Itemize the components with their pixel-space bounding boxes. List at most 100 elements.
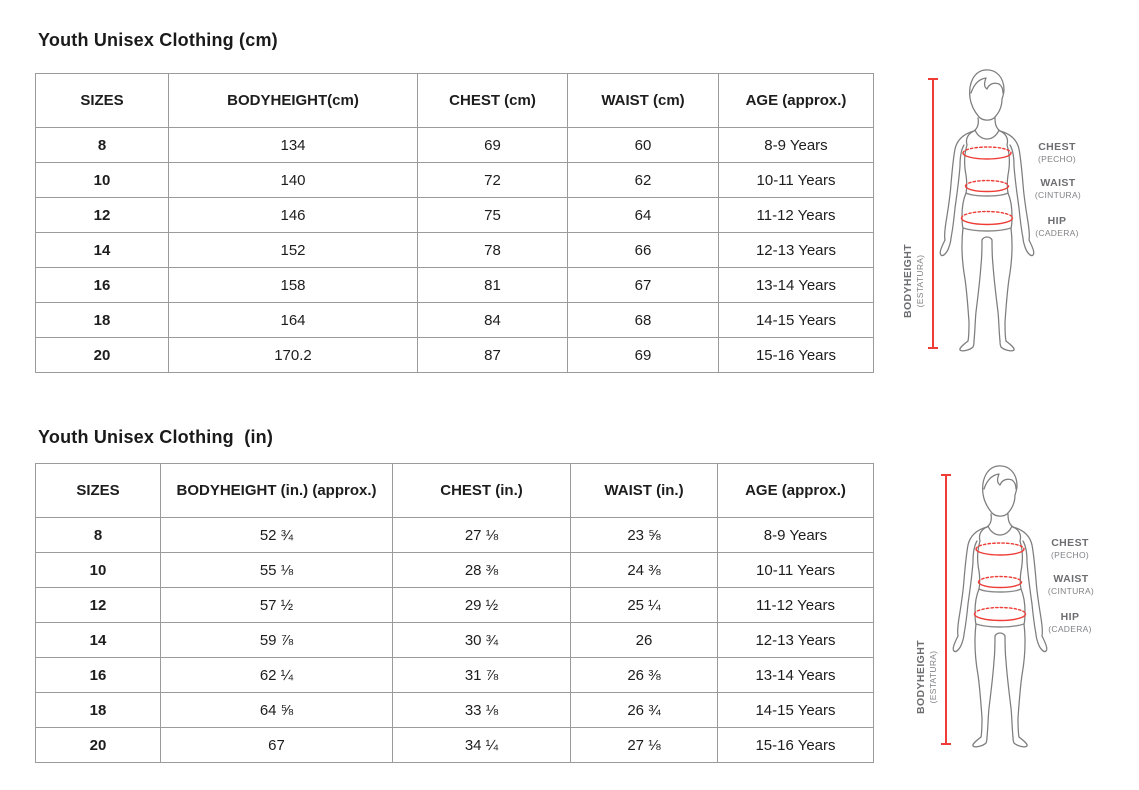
size-table-cm: SIZES BODYHEIGHT(cm) CHEST (cm) WAIST (c… [35, 73, 874, 373]
table-row: 20 67 34 ¼ 27 ⅛ 15-16 Years [35, 727, 874, 763]
cell-chest: 28 ⅜ [392, 552, 571, 588]
waist-label: WAIST [1053, 573, 1088, 585]
header-sizes: SIZES [35, 463, 161, 518]
bodyheight-label: BODYHEIGHT [902, 244, 914, 318]
cell-bodyheight: 57 ½ [160, 587, 393, 623]
header-sizes: SIZES [35, 73, 169, 128]
cell-size: 10 [35, 162, 169, 198]
cell-bodyheight: 140 [168, 162, 418, 198]
cell-chest: 87 [417, 337, 568, 373]
cell-age: 15-16 Years [717, 727, 874, 763]
cell-chest: 30 ¾ [392, 622, 571, 658]
cell-bodyheight: 134 [168, 127, 418, 163]
cell-waist: 26 ⅜ [570, 657, 718, 693]
waist-measure-ellipse [964, 179, 1010, 193]
cell-chest: 78 [417, 232, 568, 268]
cell-chest: 72 [417, 162, 568, 198]
hip-sublabel: (CADERA) [1035, 228, 1079, 238]
waist-sublabel: (CINTURA) [1048, 586, 1094, 596]
chest-label: CHEST [1051, 537, 1089, 549]
cell-age: 11-12 Years [718, 197, 874, 233]
cell-waist: 67 [567, 267, 719, 303]
cell-waist: 26 ¾ [570, 692, 718, 728]
waist-label: WAIST [1040, 177, 1075, 189]
chest-label: CHEST [1038, 141, 1076, 153]
waist-sublabel: (CINTURA) [1035, 190, 1081, 200]
header-age: AGE (approx.) [718, 73, 874, 128]
cell-size: 8 [35, 517, 161, 553]
cell-bodyheight: 59 ⅞ [160, 622, 393, 658]
hip-measure-ellipse [973, 606, 1027, 622]
cell-bodyheight: 170.2 [168, 337, 418, 373]
cell-age: 15-16 Years [718, 337, 874, 373]
body-measurement-figure-cm: CHEST (PECHO) WAIST (CINTURA) HIP (CADER… [902, 69, 1081, 352]
cell-waist: 27 ⅛ [570, 727, 718, 763]
cell-age: 10-11 Years [718, 162, 874, 198]
cell-bodyheight: 64 ⅝ [160, 692, 393, 728]
cell-size: 12 [35, 197, 169, 233]
cell-bodyheight: 158 [168, 267, 418, 303]
cell-chest: 75 [417, 197, 568, 233]
table-row: 12 57 ½ 29 ½ 25 ¼ 11-12 Years [35, 587, 874, 623]
cell-bodyheight: 146 [168, 197, 418, 233]
table-row: 16 158 81 67 13-14 Years [35, 267, 874, 303]
table-row: 16 62 ¼ 31 ⅞ 26 ⅜ 13-14 Years [35, 657, 874, 693]
header-chest: CHEST (in.) [392, 463, 571, 518]
cell-size: 10 [35, 552, 161, 588]
header-chest: CHEST (cm) [417, 73, 568, 128]
cell-age: 13-14 Years [718, 267, 874, 303]
cell-size: 8 [35, 127, 169, 163]
body-outline [952, 465, 1048, 748]
cell-waist: 60 [567, 127, 719, 163]
cell-age: 14-15 Years [717, 692, 874, 728]
cell-waist: 25 ¼ [570, 587, 718, 623]
cell-size: 14 [35, 622, 161, 658]
cell-age: 12-13 Years [717, 622, 874, 658]
chest-sublabel: (PECHO) [1051, 550, 1089, 560]
cell-chest: 31 ⅞ [392, 657, 571, 693]
bodyheight-measure-line [928, 78, 938, 349]
cell-chest: 33 ⅛ [392, 692, 571, 728]
cell-waist: 64 [567, 197, 719, 233]
cell-age: 13-14 Years [717, 657, 874, 693]
cell-chest: 69 [417, 127, 568, 163]
hip-measure-ellipse [960, 210, 1014, 226]
header-waist: WAIST (cm) [567, 73, 719, 128]
cell-size: 18 [35, 692, 161, 728]
cell-waist: 23 ⅝ [570, 517, 718, 553]
table-header-row: SIZES BODYHEIGHT(cm) CHEST (cm) WAIST (c… [35, 73, 874, 128]
bodyheight-sublabel: (ESTATURA) [915, 255, 925, 308]
table-row: 14 59 ⅞ 30 ¾ 26 12-13 Years [35, 622, 874, 658]
hip-sublabel: (CADERA) [1048, 624, 1092, 634]
header-waist: WAIST (in.) [570, 463, 718, 518]
page-title-cm: Youth Unisex Clothing (cm) [38, 30, 278, 50]
table-row: 10 55 ⅛ 28 ⅜ 24 ⅜ 10-11 Years [35, 552, 874, 588]
cell-waist: 66 [567, 232, 719, 268]
cell-size: 20 [35, 337, 169, 373]
body-measurement-figure-in: CHEST (PECHO) WAIST (CINTURA) HIP (CADER… [915, 465, 1094, 748]
page-title-in: Youth Unisex Clothing (in) [38, 427, 274, 447]
chest-measure-ellipse [975, 542, 1025, 556]
table-row: 12 146 75 64 11-12 Years [35, 197, 874, 233]
size-table-in: SIZES BODYHEIGHT (in.) (approx.) CHEST (… [35, 463, 874, 763]
header-bodyheight: BODYHEIGHT(cm) [168, 73, 418, 128]
cell-size: 18 [35, 302, 169, 338]
cell-age: 8-9 Years [718, 127, 874, 163]
bodyheight-label: BODYHEIGHT [915, 640, 927, 714]
body-outline [939, 69, 1035, 352]
cell-chest: 29 ½ [392, 587, 571, 623]
table-row: 18 164 84 68 14-15 Years [35, 302, 874, 338]
header-age: AGE (approx.) [717, 463, 874, 518]
table-row: 8 52 ¾ 27 ⅛ 23 ⅝ 8-9 Years [35, 517, 874, 553]
cell-bodyheight: 164 [168, 302, 418, 338]
cell-age: 14-15 Years [718, 302, 874, 338]
hip-label: HIP [1048, 215, 1067, 227]
cell-waist: 68 [567, 302, 719, 338]
cell-size: 16 [35, 657, 161, 693]
cell-waist: 62 [567, 162, 719, 198]
header-bodyheight: BODYHEIGHT (in.) (approx.) [160, 463, 393, 518]
cell-size: 16 [35, 267, 169, 303]
hip-label: HIP [1061, 611, 1080, 623]
cell-waist: 26 [570, 622, 718, 658]
